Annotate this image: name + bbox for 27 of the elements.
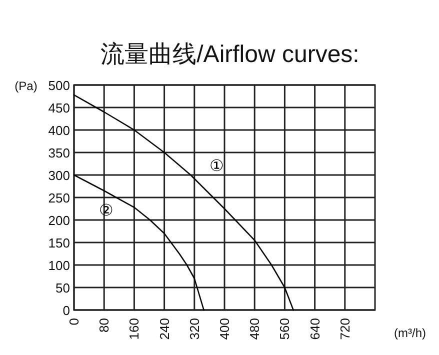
x-tick-label: 80	[96, 318, 112, 332]
y-axis-title: (Pa)	[14, 79, 38, 93]
x-tick-label: 240	[156, 318, 172, 340]
x-tick-label: 400	[217, 318, 232, 340]
y-tick-label: 350	[48, 146, 70, 160]
y-tick-label: 100	[48, 258, 70, 273]
y-tick-label: 400	[48, 123, 70, 138]
x-tick-label: 480	[247, 318, 262, 340]
x-tick-label: 0	[66, 318, 82, 326]
y-tick-label: 200	[48, 213, 70, 228]
x-tick-label: 160	[126, 318, 142, 340]
y-tick-label: 0	[62, 303, 70, 318]
x-tick-label: 320	[186, 318, 202, 340]
y-tick-label: 500	[48, 78, 70, 93]
x-axis-title: (m³/h)	[394, 326, 426, 340]
y-tick-label: 300	[48, 168, 70, 183]
series-label: ①	[209, 158, 224, 175]
y-tick-label: 450	[48, 100, 70, 116]
x-tick-label: 640	[307, 318, 322, 340]
y-tick-label: 50	[56, 280, 70, 296]
x-tick-label: 720	[337, 318, 352, 340]
chart-title: 流量曲线/Airflow curves:	[100, 41, 360, 68]
x-tick-label: 560	[277, 318, 292, 340]
y-tick-label: 150	[48, 236, 70, 250]
line-series	[73, 174, 204, 311]
line-series	[73, 94, 294, 311]
y-tick-label: 250	[48, 190, 70, 206]
